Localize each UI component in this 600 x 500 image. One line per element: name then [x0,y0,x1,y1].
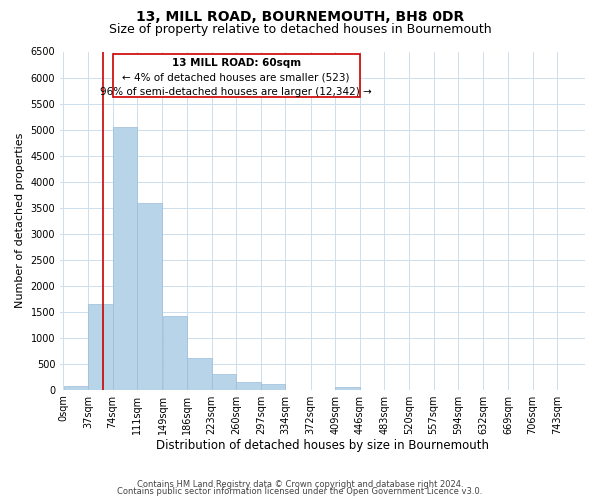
Text: 96% of semi-detached houses are larger (12,342) →: 96% of semi-detached houses are larger (… [100,86,372,97]
Y-axis label: Number of detached properties: Number of detached properties [15,133,25,308]
X-axis label: Distribution of detached houses by size in Bournemouth: Distribution of detached houses by size … [156,440,489,452]
Bar [163,316,187,390]
Text: Size of property relative to detached houses in Bournemouth: Size of property relative to detached ho… [109,22,491,36]
Text: 13 MILL ROAD: 60sqm: 13 MILL ROAD: 60sqm [172,58,301,68]
Bar [137,204,162,390]
Bar [88,304,113,390]
Bar [64,386,88,390]
Bar [335,386,359,390]
Bar [261,384,285,390]
Bar [187,358,212,390]
Text: 13, MILL ROAD, BOURNEMOUTH, BH8 0DR: 13, MILL ROAD, BOURNEMOUTH, BH8 0DR [136,10,464,24]
Bar [236,382,260,390]
Bar [212,374,236,390]
Bar [113,127,137,390]
Text: ← 4% of detached houses are smaller (523): ← 4% of detached houses are smaller (523… [122,72,350,83]
Text: Contains HM Land Registry data © Crown copyright and database right 2024.: Contains HM Land Registry data © Crown c… [137,480,463,489]
Text: Contains public sector information licensed under the Open Government Licence v3: Contains public sector information licen… [118,487,482,496]
Bar [113,54,360,98]
